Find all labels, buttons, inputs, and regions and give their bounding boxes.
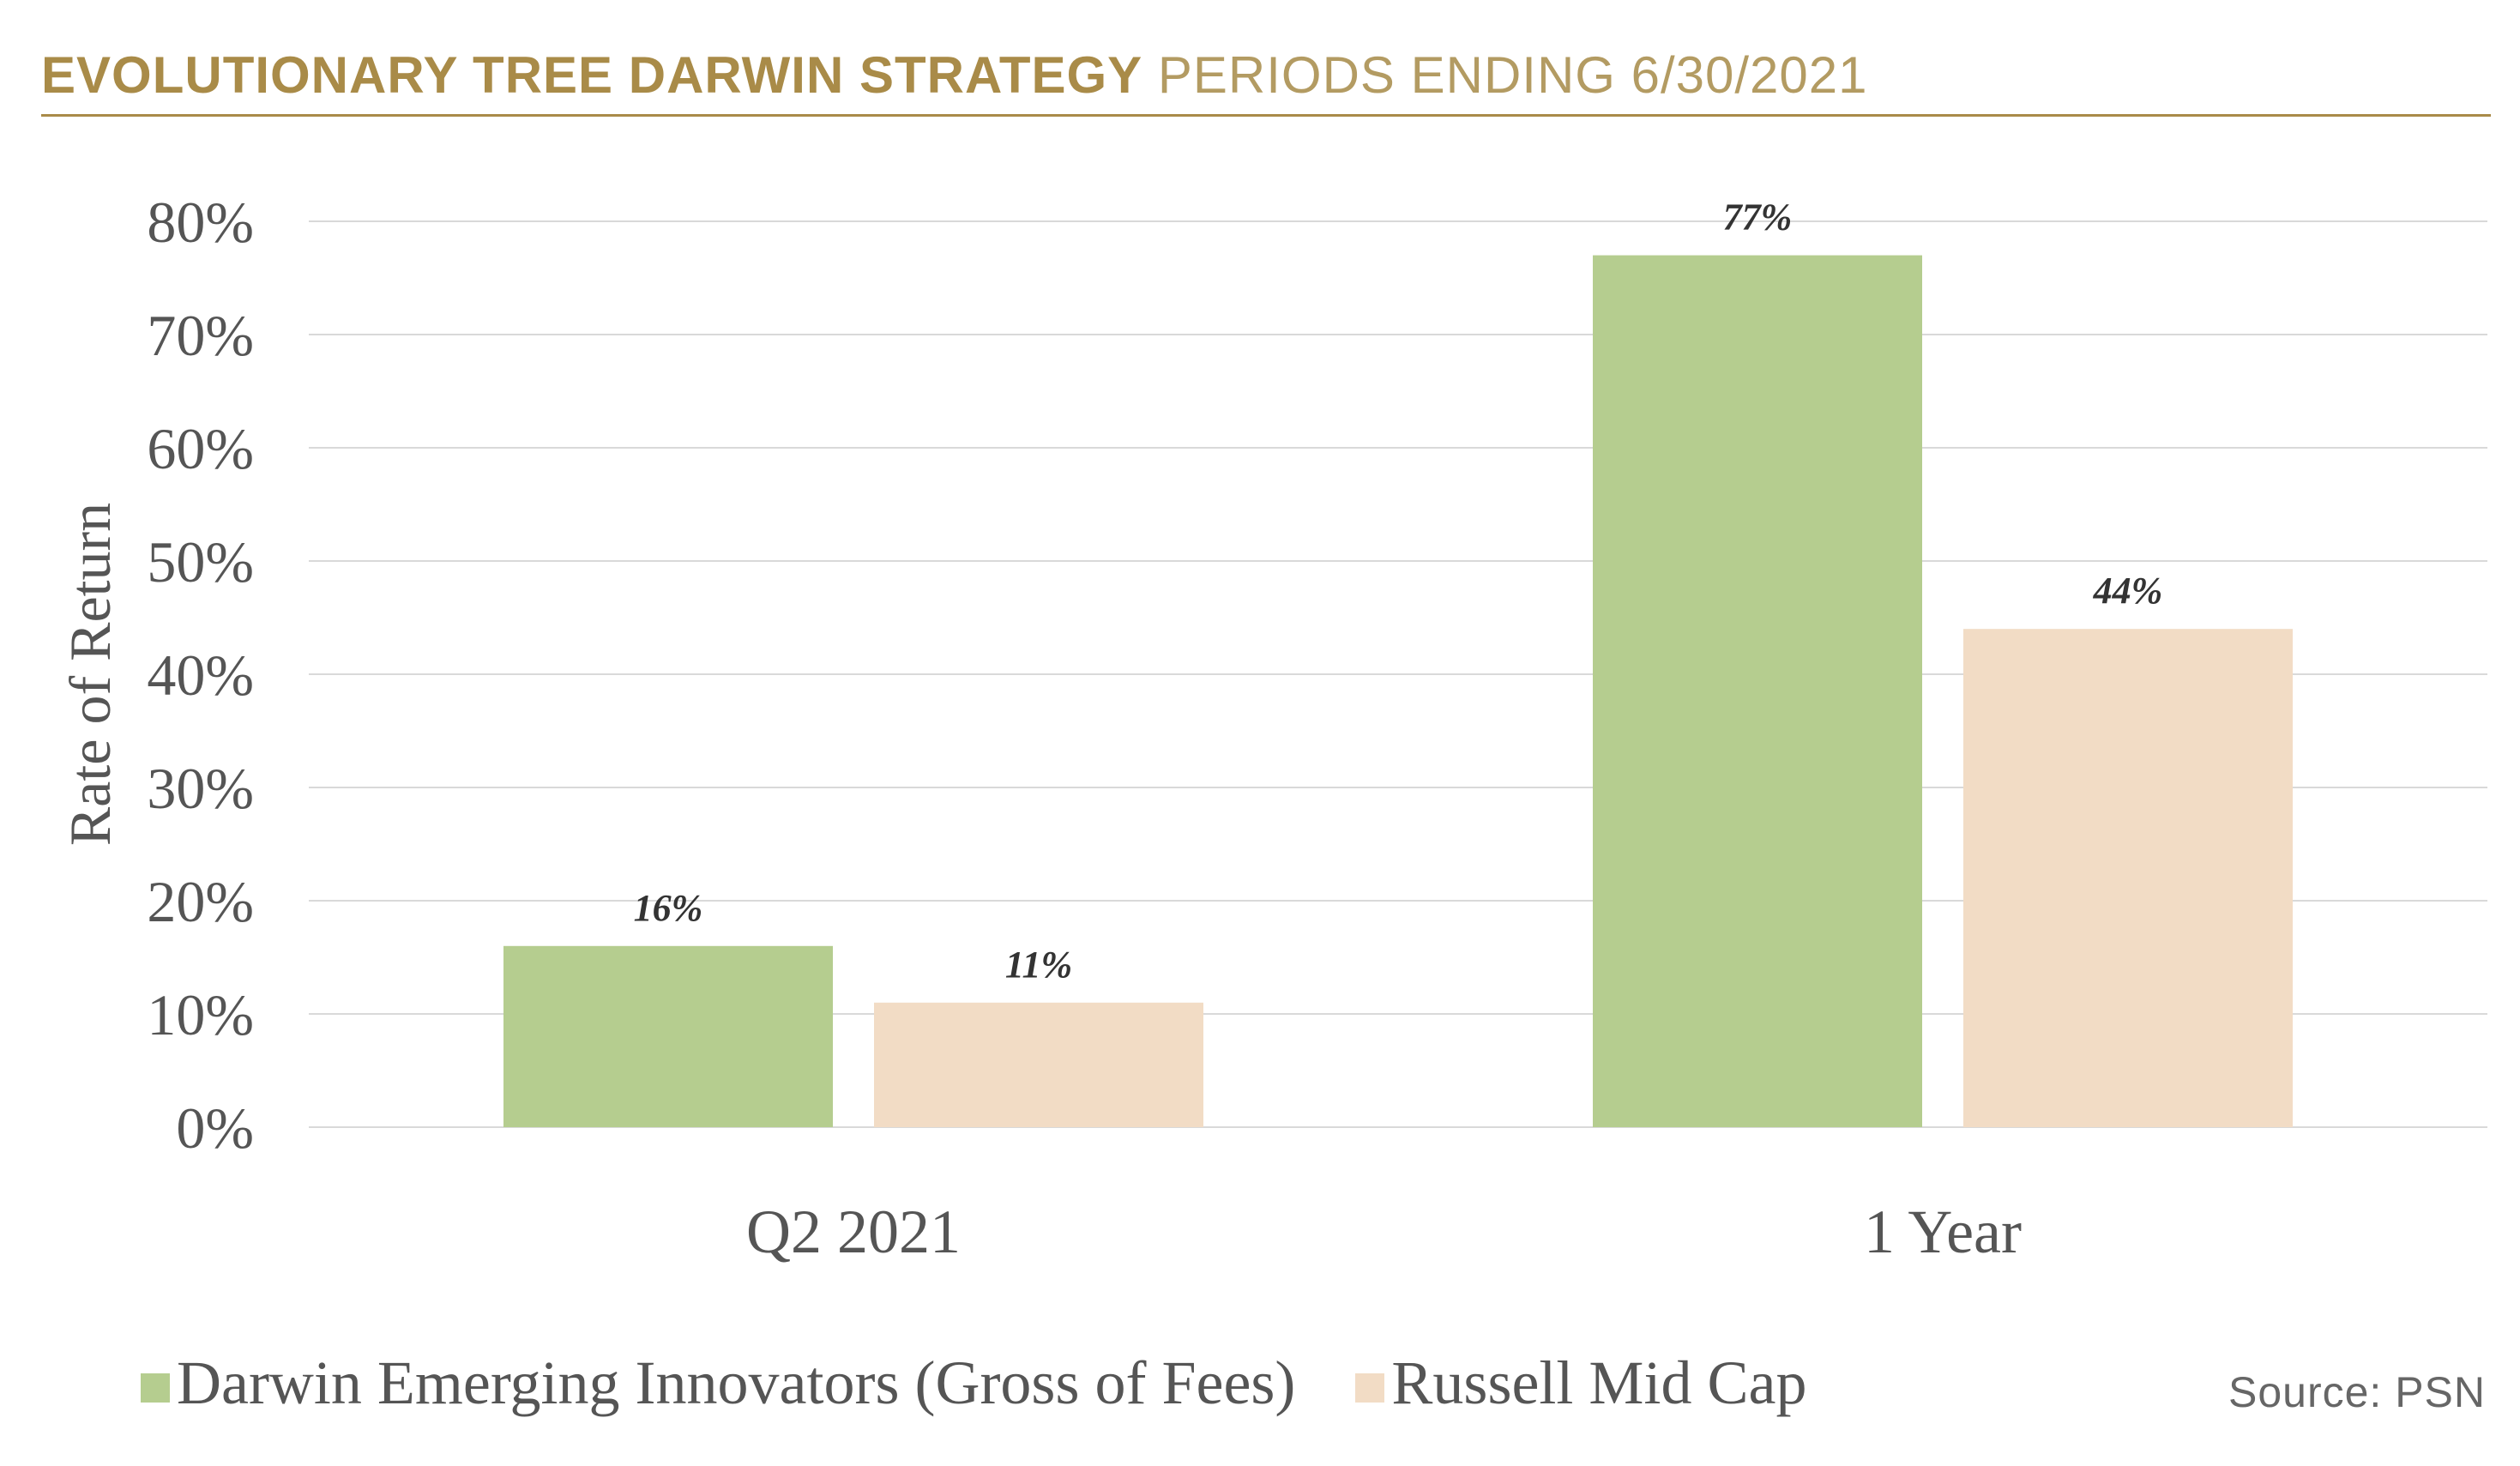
y-tick-label: 70% — [147, 303, 254, 368]
x-category-label: 1 Year — [1864, 1198, 2022, 1266]
y-axis-label: Rate of Return — [57, 503, 123, 846]
x-category-label: Q2 2021 — [746, 1198, 961, 1266]
title-subtitle: PERIODS ENDING 6/30/2021 — [1157, 46, 1868, 104]
chart-title: EVOLUTIONARY TREE DARWIN STRATEGY PERIOD… — [41, 45, 1868, 106]
legend-label-russell: Russell Mid Cap — [1391, 1348, 1807, 1417]
y-tick-label: 30% — [147, 756, 254, 821]
source-note: Source: PSN — [2228, 1368, 2486, 1416]
legend-item-russell: Russell Mid Cap — [1355, 1348, 1806, 1419]
legend: Darwin Emerging Innovators (Gross of Fee… — [141, 1340, 1866, 1426]
bar — [503, 945, 833, 1127]
bar-chart: 0% 10% 20% 30% 40% 50% 60% 70% 80% Rate of Return… — [57, 190, 2487, 1266]
y-tick-label: 0% — [176, 1095, 254, 1161]
chart-header: EVOLUTIONARY TREE DARWIN STRATEGY PERIOD… — [41, 45, 2491, 117]
y-tick-label: 10% — [147, 982, 254, 1047]
data-label: 11% — [1005, 944, 1072, 986]
legend-swatch-darwin — [141, 1373, 170, 1403]
y-tick-label: 40% — [147, 643, 254, 708]
title-bold: EVOLUTIONARY TREE DARWIN STRATEGY — [41, 46, 1143, 104]
data-label: 77% — [1723, 196, 1793, 238]
y-tick-label: 20% — [147, 869, 254, 934]
data-label: 16% — [634, 887, 703, 929]
legend-swatch-russell — [1355, 1373, 1385, 1403]
data-label: 44% — [2093, 570, 2163, 612]
y-tick-label: 50% — [147, 529, 254, 594]
y-tick-label: 80% — [147, 190, 254, 255]
bar — [1593, 255, 1922, 1128]
bar — [874, 1002, 1203, 1127]
y-tick-label: 60% — [147, 416, 254, 481]
bar — [1963, 629, 2293, 1127]
legend-item-darwin: Darwin Emerging Innovators (Gross of Fee… — [141, 1348, 1295, 1419]
legend-label-darwin: Darwin Emerging Innovators (Gross of Fee… — [177, 1348, 1296, 1417]
